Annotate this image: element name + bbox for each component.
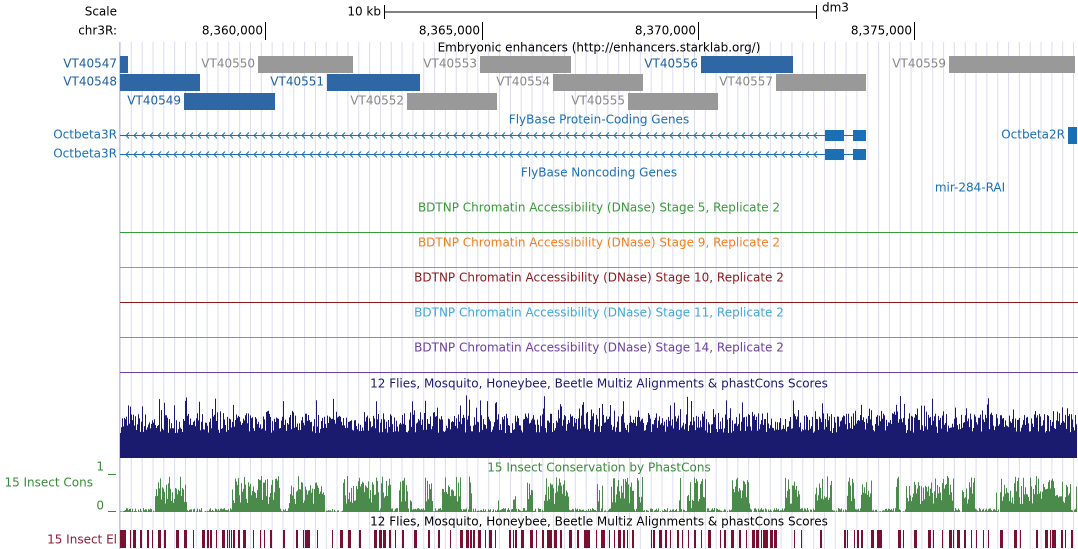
track-title: BDTNP Chromatin Accessibility (DNase) St…	[418, 236, 780, 250]
ruler-label: 8,365,000	[419, 24, 480, 38]
enhancer-label: VT40555	[571, 94, 625, 108]
enhancer	[949, 56, 1075, 73]
enhancer	[120, 56, 128, 73]
enhancer	[553, 74, 643, 91]
enhancer	[258, 56, 353, 73]
gene-exon	[853, 149, 866, 160]
enhancer-label: VT40557	[719, 75, 773, 89]
scale-bar	[384, 5, 817, 19]
ruler-label: 8,370,000	[635, 24, 696, 38]
alignment-wiggle	[120, 395, 1077, 458]
enhancer	[120, 74, 200, 91]
enhancer-label: VT40551	[270, 75, 324, 89]
enhancer-label: VT40559	[892, 57, 946, 71]
enhancer	[701, 56, 793, 73]
gene-exon	[1068, 127, 1077, 144]
enhancer	[327, 74, 420, 91]
gene-strand-arrows	[125, 132, 818, 139]
enhancer	[776, 74, 866, 91]
enhancer-label: VT40554	[496, 75, 550, 89]
track-title: BDTNP Chromatin Accessibility (DNase) St…	[418, 201, 780, 215]
track-title: BDTNP Chromatin Accessibility (DNase) St…	[414, 271, 784, 285]
scale-bar-label: 10 kb	[347, 5, 381, 19]
track-title: 12 Flies, Mosquito, Honeybee, Beetle Mul…	[370, 377, 828, 391]
enhancer-label: VT40548	[63, 75, 117, 89]
enhancer-label: VT40553	[423, 57, 477, 71]
track-title: BDTNP Chromatin Accessibility (DNase) St…	[414, 306, 784, 320]
ruler-label: 8,375,000	[851, 24, 912, 38]
gene-label: Octbeta3R	[53, 128, 117, 142]
ruler-label: 8,360,000	[202, 24, 263, 38]
track-title: FlyBase Noncoding Genes	[521, 166, 677, 180]
gene-label: Octbeta2R	[1001, 128, 1065, 142]
enhancer-label: VT40550	[201, 57, 255, 71]
phastcons-wiggle	[120, 476, 1077, 512]
gene-label: Octbeta3R	[53, 147, 117, 161]
axis-max: 1	[96, 460, 104, 474]
enhancer	[184, 93, 275, 110]
gene-strand-arrows	[125, 151, 818, 158]
enhancer-label: VT40549	[127, 94, 181, 108]
gene-exon	[825, 149, 844, 160]
grid	[120, 42, 1075, 549]
assembly: dm3	[822, 1, 849, 15]
track-title: 15 Insect Conservation by PhastCons	[487, 461, 710, 475]
gene-exon	[825, 130, 844, 141]
scale-label: Scale	[85, 5, 117, 19]
chrom-label: chr3R:	[78, 24, 117, 38]
axis-min: 0	[96, 499, 104, 513]
enhancer	[480, 56, 571, 73]
conserved-elements	[120, 530, 1073, 548]
track-title: 12 Flies, Mosquito, Honeybee, Beetle Mul…	[370, 515, 828, 529]
enhancer	[407, 93, 497, 110]
gene-exon	[853, 130, 866, 141]
enhancer-label: VT40552	[350, 94, 404, 108]
track-title: Embryonic enhancers (http://enhancers.st…	[438, 41, 761, 55]
enhancer-label: VT40556	[644, 57, 698, 71]
enhancer-label: VT40547	[63, 57, 117, 71]
track-title: FlyBase Protein-Coding Genes	[509, 113, 689, 127]
enhancer	[628, 93, 718, 110]
gene-label: mir-284-RAI	[935, 181, 1005, 195]
track-title: BDTNP Chromatin Accessibility (DNase) St…	[414, 341, 784, 355]
track-label: 15 Insect El	[47, 533, 117, 547]
track-label: 15 Insect Cons	[4, 476, 93, 490]
